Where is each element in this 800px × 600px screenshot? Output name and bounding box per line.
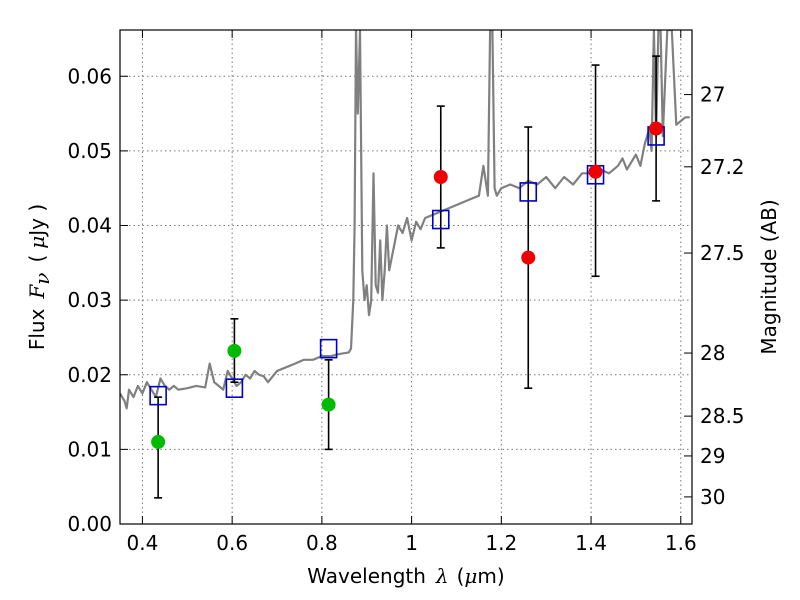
y-axis-label-open: ( bbox=[25, 255, 49, 263]
model-square bbox=[149, 385, 167, 406]
green-point bbox=[321, 397, 336, 412]
model-square bbox=[225, 378, 244, 398]
y-axis-label: Flux Fν ( μJy ) bbox=[25, 204, 54, 350]
y-axis-label-symbol: F bbox=[25, 284, 49, 300]
x-tick-label: 0.6 bbox=[216, 531, 248, 555]
y-axis-label-sub: ν bbox=[30, 273, 54, 285]
model-square bbox=[519, 182, 538, 202]
y2-tick-label: 27 bbox=[700, 83, 725, 107]
y2-tick-label: 27.5 bbox=[700, 241, 745, 265]
y-tick-label: 0.01 bbox=[67, 437, 112, 461]
axes: 0.4 0.6 0.8 1 1.2 1.4 1.6 0.00 0.01 0.02 0.03 0.04 0… bbox=[67, 30, 745, 555]
y-tick-label: 0.04 bbox=[67, 214, 112, 238]
x-tick-label: 1.2 bbox=[485, 531, 517, 555]
x-tick-label: 1.6 bbox=[665, 531, 697, 555]
x-tick-label: 1.4 bbox=[575, 531, 607, 555]
y-tick-label: 0.05 bbox=[67, 139, 112, 163]
y-axis-label-prefix: Flux bbox=[25, 308, 49, 350]
y2-tick-label: 27.2 bbox=[700, 155, 745, 179]
y2-tick-label: 29 bbox=[700, 444, 725, 468]
y-tick-label: 0.06 bbox=[67, 64, 112, 88]
y-tick-label: 0.03 bbox=[67, 288, 112, 312]
red-point bbox=[433, 170, 448, 185]
y2-tick-label: 28.5 bbox=[700, 404, 745, 428]
x-axis-label: Wavelength λ (μm) bbox=[307, 564, 504, 588]
y-tick-label: 0.00 bbox=[67, 512, 112, 536]
y2-tick-label: 28 bbox=[700, 341, 725, 365]
y2-axis-label: Magnitude (AB) bbox=[757, 199, 781, 354]
model-square bbox=[431, 209, 450, 230]
markers bbox=[149, 55, 665, 499]
x-tick-label: 1 bbox=[405, 531, 418, 555]
red-point bbox=[649, 121, 664, 136]
x-tick-label: 0.4 bbox=[127, 531, 159, 555]
red-point bbox=[521, 250, 536, 265]
x-tick-label: 0.8 bbox=[306, 531, 338, 555]
x-axis-label-prefix: Wavelength bbox=[307, 564, 426, 588]
x-axis-label-open: ( bbox=[457, 564, 465, 588]
grid bbox=[120, 30, 692, 525]
x-axis-label-unit-symbol: μ bbox=[464, 564, 477, 588]
model-square bbox=[319, 338, 338, 359]
x-axis-label-symbol: λ bbox=[435, 564, 449, 588]
red-point bbox=[588, 164, 603, 179]
y-axis-label-unit-symbol: μ bbox=[25, 236, 49, 249]
y-tick-label: 0.02 bbox=[67, 363, 112, 387]
plot-area bbox=[120, 30, 690, 410]
template-spectrum-line bbox=[120, 30, 690, 410]
x-axis-label-unit: m) bbox=[477, 564, 504, 588]
y2-tick-label: 30 bbox=[700, 485, 725, 509]
y-axis-label-unit: Jy ) bbox=[25, 204, 49, 238]
green-point bbox=[151, 434, 166, 449]
plot-frame bbox=[119, 29, 693, 525]
green-point bbox=[227, 343, 242, 358]
